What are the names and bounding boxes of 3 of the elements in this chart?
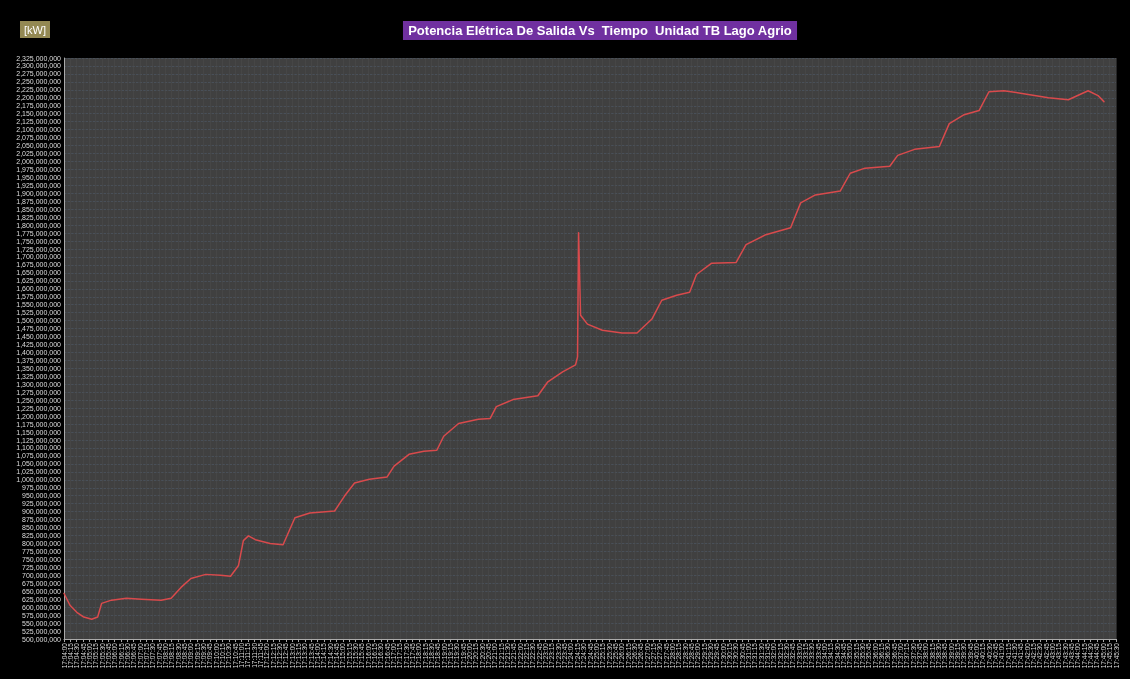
chart-title: Potencia Elétrica De Salida Vs Tiempo Unidad TB Lago Agrio xyxy=(408,23,792,38)
line-series xyxy=(63,90,1105,621)
y-axis-title: [kW] xyxy=(24,23,46,36)
